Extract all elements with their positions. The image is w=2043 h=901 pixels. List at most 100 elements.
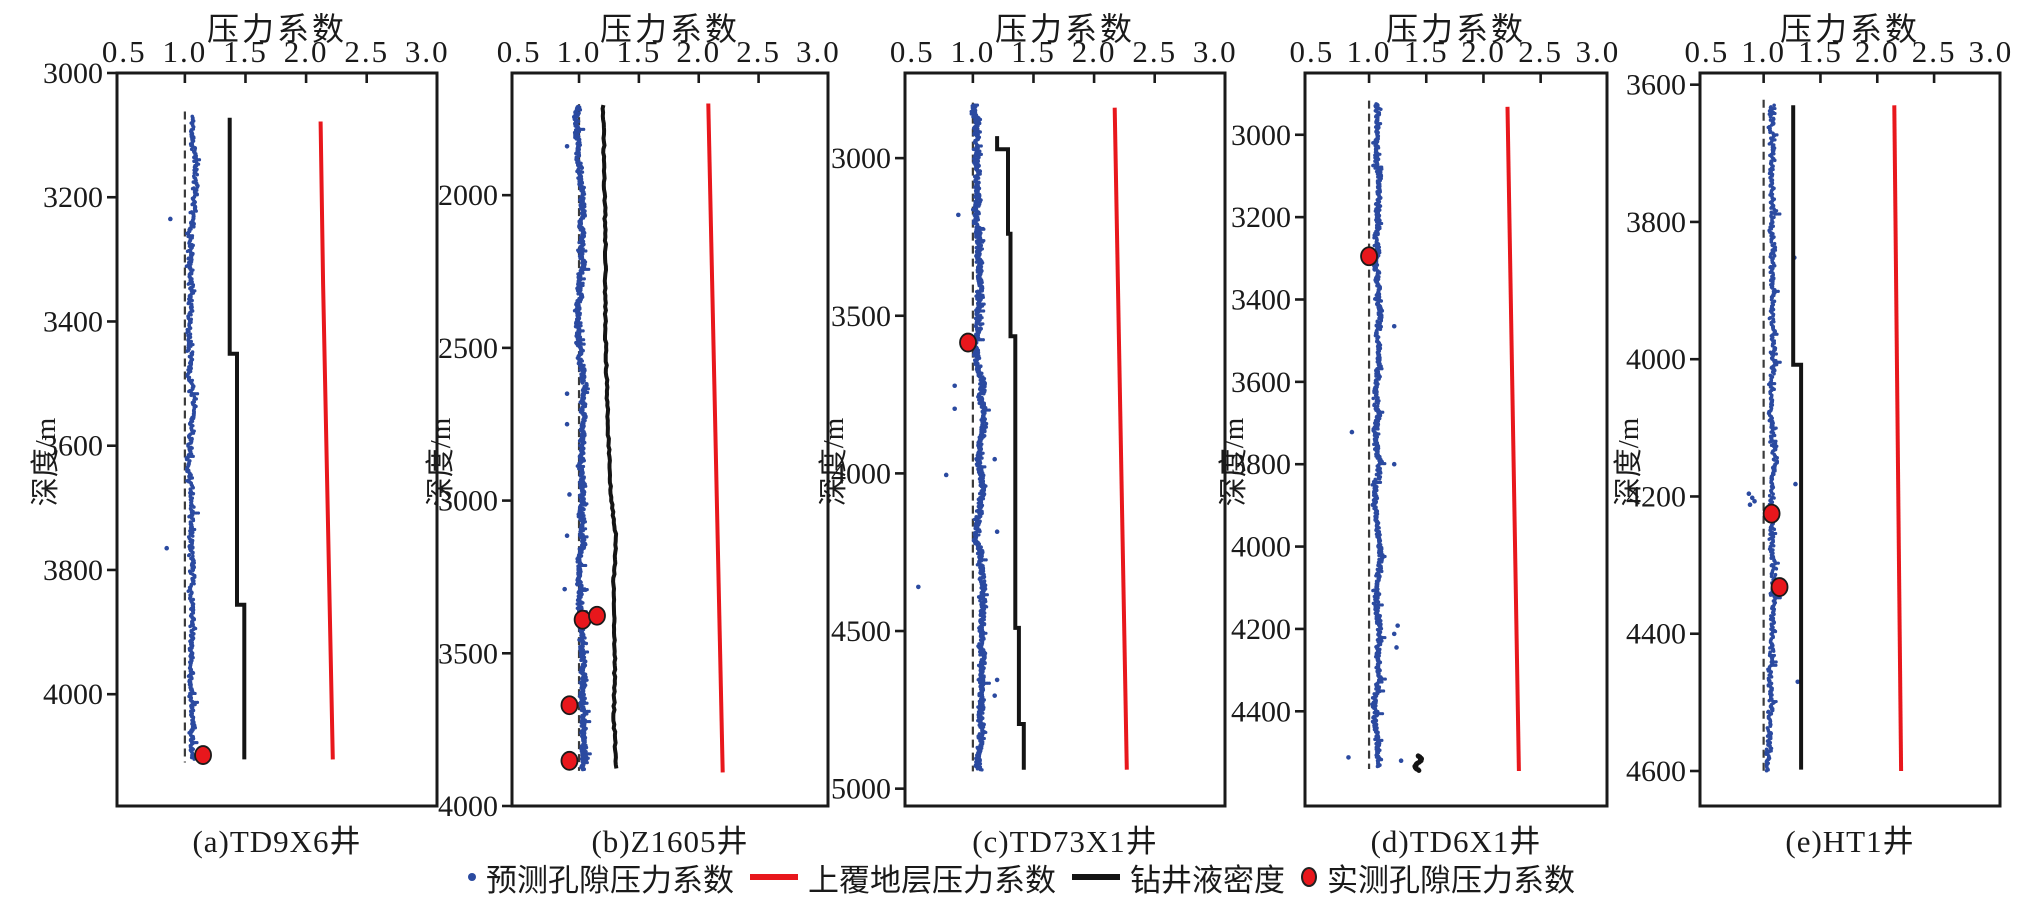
- panel-a-ylabel: 深度/m: [30, 417, 62, 507]
- y-tick-label: 2500: [438, 332, 498, 365]
- panel-e-mud-density-line: [1791, 105, 1804, 770]
- x-tick-label: 2.5: [344, 34, 389, 69]
- x-tick-label: 0.5: [1289, 34, 1334, 69]
- y-tick-label: 3000: [831, 142, 891, 175]
- y-tick-label: 3800: [1626, 206, 1686, 239]
- x-tick-label: 1.0: [1741, 34, 1786, 69]
- panel-d-mud-density-segment: [1412, 753, 1424, 773]
- measured-circle-icon: [1301, 867, 1317, 887]
- x-tick-label: 1.5: [223, 34, 268, 69]
- x-tick-label: 2.0: [676, 34, 721, 69]
- panel-a-overburden-line: [318, 121, 335, 760]
- panel-c-ylabel: 深度/m: [818, 417, 850, 507]
- x-tick-label: 3.0: [796, 34, 841, 69]
- legend-item-predicted: 预测孔隙压力系数: [468, 855, 734, 900]
- panel-b-mud-density-line: [600, 104, 619, 769]
- x-tick-label: 2.5: [1518, 34, 1563, 69]
- legend-label-measured: 实测孔隙压力系数: [1327, 862, 1575, 898]
- panel-a-predicted-scatter: [164, 114, 202, 761]
- y-tick-label: 3600: [1626, 69, 1686, 102]
- panel-c-overburden-line: [1112, 107, 1129, 770]
- x-tick-label: 1.0: [163, 34, 208, 69]
- panel-d-frame: [1303, 71, 1609, 808]
- panel-c-title: 压力系数: [994, 11, 1136, 47]
- panel-a: 0.5 1.0 1.5 2.0 2.5 3.0 3000 3200 3400 3600 3800 40…: [43, 34, 450, 808]
- x-tick-label: 2.5: [1912, 34, 1957, 69]
- panel-b-title: 压力系数: [599, 11, 741, 47]
- x-tick-label: 1.5: [1404, 34, 1449, 69]
- panel-c-caption: (c)TD73X1井: [972, 824, 1158, 859]
- x-tick-label: 1.5: [1798, 34, 1843, 69]
- panel-b: 0.5 1.0 1.5 2.0 2.5 3.0 2000 2500 3000 3500 4000: [438, 34, 841, 823]
- panel-d: 0.5 1.0 1.5 2.0 2.5 3.0 3000 3200 3400 3600 3800 40…: [1231, 34, 1620, 808]
- x-tick-label: 2.0: [1855, 34, 1900, 69]
- panel-c: 0.5 1.0 1.5 2.0 2.5 3.0 3000 3500 4000 4500 5000: [831, 34, 1236, 808]
- x-tick-label: 2.0: [1461, 34, 1506, 69]
- y-tick-label: 3600: [43, 430, 103, 463]
- y-tick-label: 4000: [1231, 531, 1291, 564]
- y-tick-label: 4500: [831, 615, 891, 648]
- panel-d-title: 压力系数: [1385, 11, 1527, 47]
- y-tick-label: 3500: [831, 300, 891, 333]
- y-tick-label: 4400: [1231, 695, 1291, 728]
- y-tick-label: 4400: [1626, 618, 1686, 651]
- measured-point: [560, 750, 579, 771]
- y-tick-label: 3400: [1231, 283, 1291, 316]
- x-tick-label: 2.0: [284, 34, 329, 69]
- measured-point: [588, 605, 606, 626]
- panel-a-title: 压力系数: [206, 11, 348, 47]
- panel-c-measured-points: [959, 332, 977, 353]
- panel-d-x-axis: 0.5 1.0 1.5 2.0 2.5 3.0: [1289, 34, 1620, 83]
- panel-e-caption: (e)HT1井: [1785, 824, 1915, 859]
- panel-e-predicted-scatter: [1746, 103, 1801, 773]
- legend-item-overburden: 上覆地层压力系数: [750, 855, 1056, 900]
- panel-d-measured-points: [1360, 246, 1378, 267]
- panel-e-ylabel: 深度/m: [1613, 417, 1645, 507]
- figure-legend: 预测孔隙压力系数 上覆地层压力系数 钻井液密度 实测孔隙压力系数: [0, 854, 2043, 900]
- x-tick-label: 0.5: [890, 34, 935, 69]
- panel-d-y-axis: 3000 3200 3400 3600 3800 4000 4200 4400: [1231, 119, 1305, 728]
- x-tick-label: 2.0: [1072, 34, 1117, 69]
- y-tick-label: 3800: [1231, 448, 1291, 481]
- y-tick-label: 4000: [43, 678, 103, 711]
- x-tick-label: 2.5: [1132, 34, 1177, 69]
- panel-e-measured-points: [1762, 503, 1789, 597]
- panel-b-y-axis: 2000 2500 3000 3500 4000: [438, 179, 512, 823]
- legend-label-mud-density: 钻井液密度: [1130, 862, 1285, 898]
- panel-a-y-axis: 3000 3200 3400 3600 3800 4000: [43, 57, 117, 711]
- y-tick-label: 3000: [438, 485, 498, 518]
- mud-density-line-icon: [1072, 874, 1120, 880]
- y-tick-label: 3600: [1231, 366, 1291, 399]
- y-tick-label: 4200: [1626, 480, 1686, 513]
- panel-a-x-axis: 0.5 1.0 1.5 2.0 2.5 3.0: [102, 34, 450, 83]
- panel-c-mud-density-line: [995, 136, 1026, 770]
- x-tick-label: 2.5: [736, 34, 781, 69]
- x-tick-label: 3.0: [1969, 34, 2014, 69]
- predicted-dot-icon: [468, 873, 476, 881]
- y-tick-label: 4000: [438, 790, 498, 823]
- y-tick-label: 5000: [831, 773, 891, 806]
- y-tick-label: 3500: [438, 637, 498, 670]
- y-tick-label: 4200: [1231, 613, 1291, 646]
- measured-point: [1360, 246, 1378, 267]
- panel-c-x-axis: 0.5 1.0 1.5 2.0 2.5 3.0: [890, 34, 1236, 83]
- x-tick-label: 3.0: [1575, 34, 1620, 69]
- y-tick-label: 4000: [831, 457, 891, 490]
- x-tick-label: 3.0: [405, 34, 450, 69]
- measured-point: [194, 745, 212, 765]
- overburden-line-icon: [750, 874, 798, 880]
- legend-item-measured: 实测孔隙压力系数: [1301, 855, 1575, 900]
- panel-b-ylabel: 深度/m: [425, 417, 457, 507]
- panel-d-caption: (d)TD6X1井: [1370, 824, 1542, 859]
- y-tick-label: 4600: [1626, 755, 1686, 788]
- panel-b-measured-points: [560, 605, 606, 771]
- legend-item-mud-density: 钻井液密度: [1072, 855, 1285, 900]
- x-tick-label: 1.5: [617, 34, 662, 69]
- panel-e: 0.5 1.0 1.5 2.0 2.5 3.0 3600 3800 4000 4200 4400 46…: [1626, 34, 2014, 808]
- panel-d-ylabel: 深度/m: [1218, 417, 1250, 507]
- panel-e-x-axis: 0.5 1.0 1.5 2.0 2.5 3.0: [1684, 34, 2014, 83]
- y-tick-label: 3200: [1231, 201, 1291, 234]
- y-tick-label: 3000: [1231, 119, 1291, 152]
